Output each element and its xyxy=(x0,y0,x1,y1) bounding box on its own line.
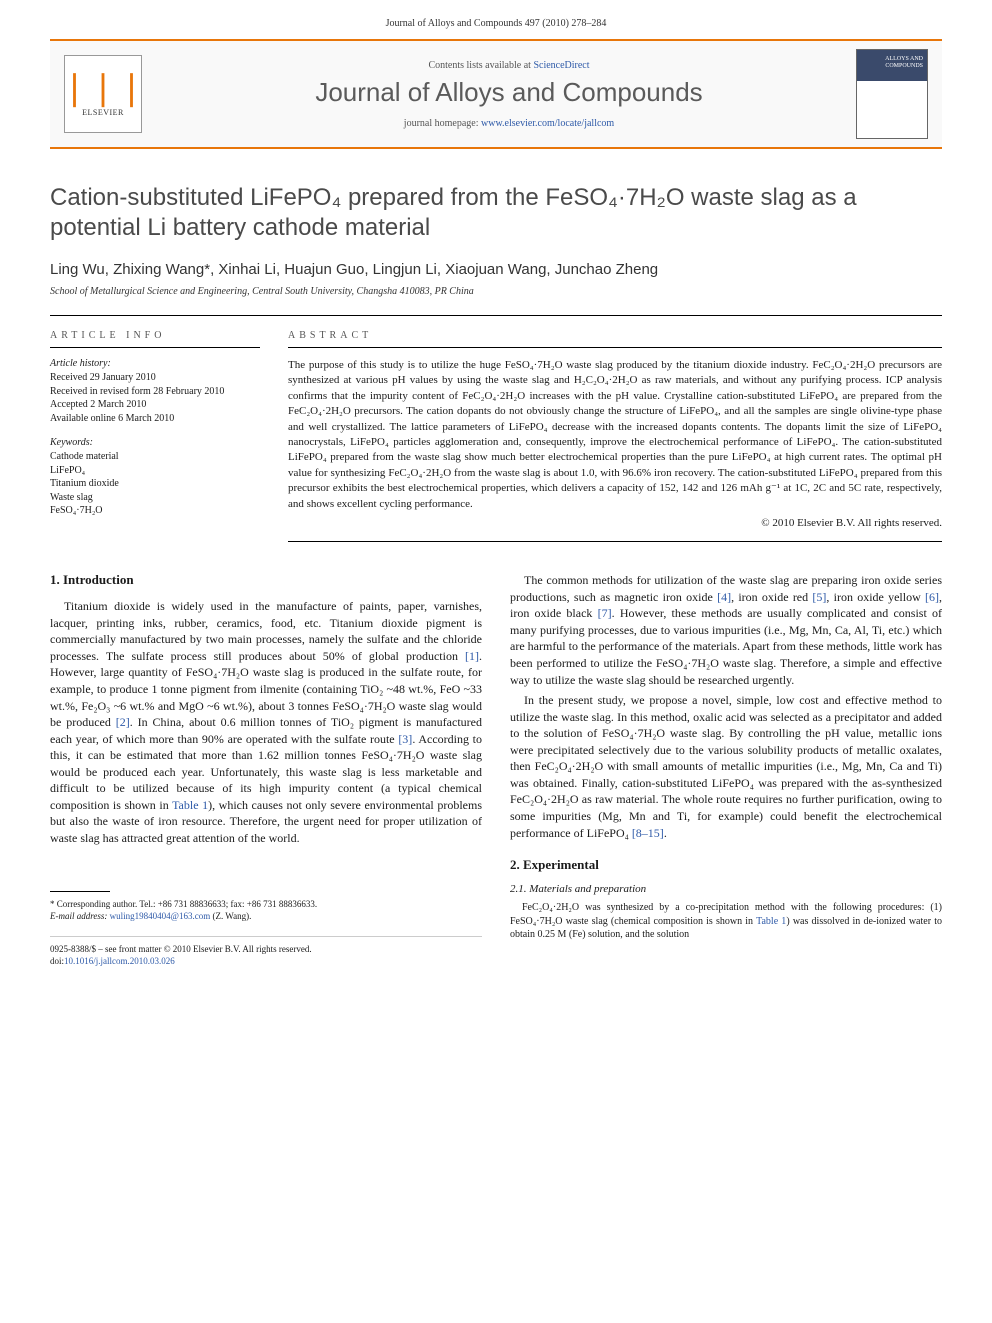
elsevier-tree-icon: ❘❘❘ xyxy=(60,72,145,106)
citation-link[interactable]: [6] xyxy=(925,590,939,604)
citation-link[interactable]: [4] xyxy=(717,590,731,604)
experimental-para-1: FeC₂O₄·2H₂O was synthesized by a co-prec… xyxy=(510,901,942,942)
citation-link[interactable]: [5] xyxy=(812,590,826,604)
article-title: Cation-substituted LiFePO₄ prepared from… xyxy=(50,183,942,243)
issn-doi-block: 0925-8388/$ – see front matter © 2010 El… xyxy=(50,936,482,967)
body-columns: 1. Introduction Titanium dioxide is wide… xyxy=(50,572,942,967)
journal-cover-label: ALLOYS AND COMPOUNDS xyxy=(861,56,923,69)
article-info-heading: article info xyxy=(50,330,260,348)
citation-link[interactable]: [8–15] xyxy=(632,826,664,840)
issn-line: 0925-8388/$ – see front matter © 2010 El… xyxy=(50,943,482,955)
left-column: 1. Introduction Titanium dioxide is wide… xyxy=(50,572,482,967)
publisher-name: ELSEVIER xyxy=(82,108,124,117)
citation-link[interactable]: [2] xyxy=(116,715,130,729)
keyword-item: Titanium dioxide xyxy=(50,477,260,491)
elsevier-logo: ❘❘❘ ELSEVIER xyxy=(64,55,142,133)
table-link[interactable]: Table 1 xyxy=(756,916,786,927)
journal-name: Journal of Alloys and Compounds xyxy=(162,77,856,108)
right-column: The common methods for utilization of th… xyxy=(510,572,942,967)
journal-banner: ❘❘❘ ELSEVIER Contents lists available at… xyxy=(50,39,942,149)
keyword-item: LiFePO₄ xyxy=(50,464,260,478)
keyword-item: Cathode material xyxy=(50,450,260,464)
article-history-body: Received 29 January 2010Received in revi… xyxy=(50,371,260,425)
authors-line: Ling Wu, Zhixing Wang*, Xinhai Li, Huaju… xyxy=(50,261,942,278)
intro-para-2: The common methods for utilization of th… xyxy=(510,572,942,688)
citation-link[interactable]: [3] xyxy=(398,732,412,746)
keyword-item: FeSO₄·7H₂O xyxy=(50,504,260,518)
keywords-list: Cathode materialLiFePO₄Titanium dioxideW… xyxy=(50,450,260,518)
intro-para-3: In the present study, we propose a novel… xyxy=(510,692,942,841)
running-header: Journal of Alloys and Compounds 497 (201… xyxy=(0,0,992,39)
section-2-1-heading: 2.1. Materials and preparation xyxy=(510,883,942,895)
affiliation: School of Metallurgical Science and Engi… xyxy=(50,286,942,297)
journal-homepage-link[interactable]: www.elsevier.com/locate/jallcom xyxy=(481,118,614,129)
article-info-column: article info Article history: Received 2… xyxy=(50,330,260,542)
keyword-item: Waste slag xyxy=(50,491,260,505)
citation-link[interactable]: [1] xyxy=(465,649,479,663)
homepage-line: journal homepage: www.elsevier.com/locat… xyxy=(162,118,856,129)
abstract-heading: abstract xyxy=(288,330,942,348)
abstract-body: The purpose of this study is to utilize … xyxy=(288,358,942,542)
footnote-separator xyxy=(50,891,110,892)
sciencedirect-link[interactable]: ScienceDirect xyxy=(533,60,589,71)
journal-cover-thumb: ALLOYS AND COMPOUNDS xyxy=(856,49,928,139)
doi-link[interactable]: 10.1016/j.jallcom.2010.03.026 xyxy=(64,956,175,966)
intro-para-1: Titanium dioxide is widely used in the m… xyxy=(50,598,482,846)
keywords-heading: Keywords: xyxy=(50,437,260,448)
contents-list-line: Contents lists available at ScienceDirec… xyxy=(162,60,856,71)
corresponding-email-link[interactable]: wuling19840404@163.com xyxy=(110,911,211,921)
citation-link[interactable]: [7] xyxy=(598,606,612,620)
article-history-heading: Article history: xyxy=(50,358,260,369)
table-link[interactable]: Table 1 xyxy=(172,798,208,812)
corresponding-author-footnote: * Corresponding author. Tel.: +86 731 88… xyxy=(50,898,482,922)
abstract-column: abstract The purpose of this study is to… xyxy=(288,330,942,542)
section-1-heading: 1. Introduction xyxy=(50,572,482,588)
section-2-heading: 2. Experimental xyxy=(510,857,942,873)
abstract-copyright: © 2010 Elsevier B.V. All rights reserved… xyxy=(288,516,942,531)
